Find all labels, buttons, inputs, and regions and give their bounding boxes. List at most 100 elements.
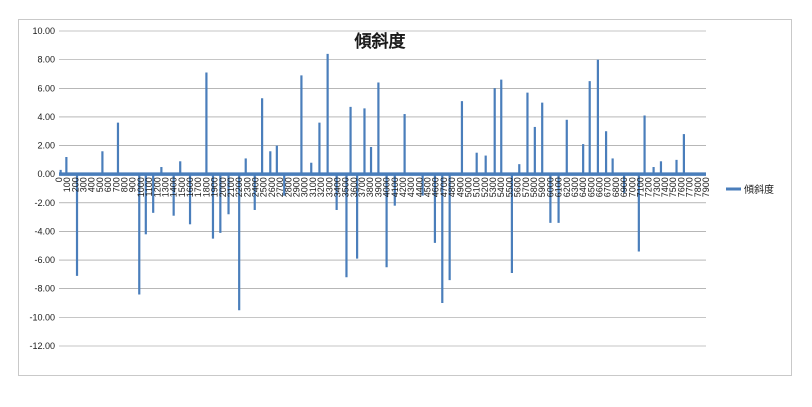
x-tick-label: 1000 <box>136 177 146 197</box>
x-tick-label: 7800 <box>693 177 703 197</box>
y-tick-label: -12.00 <box>29 341 55 351</box>
x-tick-label: 500 <box>95 177 105 192</box>
x-tick-label: 4700 <box>439 177 449 197</box>
series-layer <box>59 53 685 311</box>
x-tick-label: 3200 <box>316 177 326 197</box>
x-tick-label: 1300 <box>160 177 170 197</box>
x-tick-label: 4400 <box>414 177 424 197</box>
x-tick-label: 1200 <box>152 177 162 197</box>
x-tick-label: 700 <box>111 177 121 192</box>
x-tick-label: 4100 <box>390 177 400 197</box>
x-tick-label: 1600 <box>185 177 195 197</box>
x-tick-label: 5600 <box>513 177 523 197</box>
x-tick-label: 0 <box>54 177 64 182</box>
x-tick-label: 5100 <box>472 177 482 197</box>
y-tick-label: 2.00 <box>37 141 55 151</box>
legend: 傾斜度 <box>726 183 774 196</box>
y-tick-label: 4.00 <box>37 112 55 122</box>
x-tick-label: 7700 <box>685 177 695 197</box>
x-axis-ticks: 0100200300400500600700800900100011001200… <box>54 177 711 197</box>
x-tick-label: 300 <box>79 177 89 192</box>
x-tick-label: 4000 <box>382 177 392 197</box>
y-tick-label: -6.00 <box>34 255 55 265</box>
x-tick-label: 5900 <box>537 177 547 197</box>
x-tick-label: 3400 <box>332 177 342 197</box>
x-tick-label: 100 <box>62 177 72 192</box>
x-tick-label: 2500 <box>259 177 269 197</box>
x-tick-label: 2800 <box>283 177 293 197</box>
x-tick-label: 7500 <box>668 177 678 197</box>
y-tick-label: -10.00 <box>29 312 55 322</box>
y-tick-label: -8.00 <box>34 284 55 294</box>
x-tick-label: 6200 <box>562 177 572 197</box>
x-tick-label: 5700 <box>521 177 531 197</box>
x-tick-label: 2900 <box>292 177 302 197</box>
x-tick-label: 5400 <box>496 177 506 197</box>
x-tick-label: 3000 <box>300 177 310 197</box>
x-tick-label: 1500 <box>177 177 187 197</box>
x-tick-label: 2400 <box>251 177 261 197</box>
x-tick-label: 7000 <box>627 177 637 197</box>
x-tick-label: 1900 <box>210 177 220 197</box>
y-axis-ticks: -12.00 -10.00 -8.00 -6.00 -4.00 -2.00 0.00 2.00… <box>29 26 55 351</box>
x-tick-label: 800 <box>120 177 130 192</box>
x-tick-label: 2600 <box>267 177 277 197</box>
y-tick-label: 8.00 <box>37 55 55 65</box>
x-tick-label: 400 <box>87 177 97 192</box>
x-tick-label: 4600 <box>431 177 441 197</box>
x-tick-label: 3300 <box>324 177 334 197</box>
x-tick-label: 2100 <box>226 177 236 197</box>
x-tick-label: 1700 <box>193 177 203 197</box>
x-tick-label: 5200 <box>480 177 490 197</box>
x-tick-label: 6800 <box>611 177 621 197</box>
x-tick-label: 6500 <box>586 177 596 197</box>
x-tick-label: 3100 <box>308 177 318 197</box>
x-tick-label: 3900 <box>373 177 383 197</box>
y-tick-label: -2.00 <box>34 198 55 208</box>
x-tick-label: 7100 <box>635 177 645 197</box>
x-tick-label: 5500 <box>504 177 514 197</box>
x-tick-label: 5300 <box>488 177 498 197</box>
x-tick-label: 6900 <box>619 177 629 197</box>
x-tick-label: 1100 <box>144 177 154 196</box>
x-tick-label: 6700 <box>603 177 613 197</box>
x-tick-label: 4300 <box>406 177 416 197</box>
chart-frame: 傾斜度 -12.00 -10.00 -8.00 -6.00 -4.00 -2.00 0.00… <box>18 19 792 376</box>
x-tick-label: 7900 <box>701 177 711 197</box>
x-tick-label: 6100 <box>554 177 564 197</box>
y-tick-label: 10.00 <box>32 26 55 36</box>
x-tick-label: 5000 <box>463 177 473 197</box>
x-tick-label: 5800 <box>529 177 539 197</box>
chart-title: 傾斜度 <box>354 31 407 52</box>
x-tick-label: 4800 <box>447 177 457 197</box>
x-tick-label: 600 <box>103 177 113 192</box>
x-tick-label: 4500 <box>423 177 433 197</box>
x-tick-label: 7200 <box>644 177 654 197</box>
y-tick-label: 6.00 <box>37 83 55 93</box>
x-tick-label: 3800 <box>365 177 375 197</box>
x-tick-label: 6300 <box>570 177 580 197</box>
x-tick-label: 7300 <box>652 177 662 197</box>
x-tick-label: 3600 <box>349 177 359 197</box>
x-tick-label: 2700 <box>275 177 285 197</box>
x-tick-label: 4900 <box>455 177 465 197</box>
x-tick-label: 1800 <box>201 177 211 197</box>
x-tick-label: 6400 <box>578 177 588 197</box>
x-tick-label: 2200 <box>234 177 244 197</box>
x-tick-label: 2300 <box>242 177 252 197</box>
x-tick-label: 3500 <box>341 177 351 197</box>
legend-label: 傾斜度 <box>744 183 774 196</box>
x-tick-label: 4200 <box>398 177 408 197</box>
x-tick-label: 1400 <box>169 177 179 197</box>
chart-svg: 傾斜度 -12.00 -10.00 -8.00 -6.00 -4.00 -2.00 0.00… <box>29 26 774 351</box>
x-tick-label: 2000 <box>218 177 228 197</box>
x-tick-label: 7400 <box>660 177 670 197</box>
x-tick-label: 3700 <box>357 177 367 197</box>
y-tick-label: 0.00 <box>37 169 55 179</box>
x-tick-label: 6000 <box>545 177 555 197</box>
y-tick-label: -4.00 <box>34 226 55 236</box>
x-tick-label: 7600 <box>676 177 686 197</box>
x-tick-label: 200 <box>70 177 80 192</box>
x-tick-label: 900 <box>128 177 138 192</box>
x-tick-label: 6600 <box>595 177 605 197</box>
